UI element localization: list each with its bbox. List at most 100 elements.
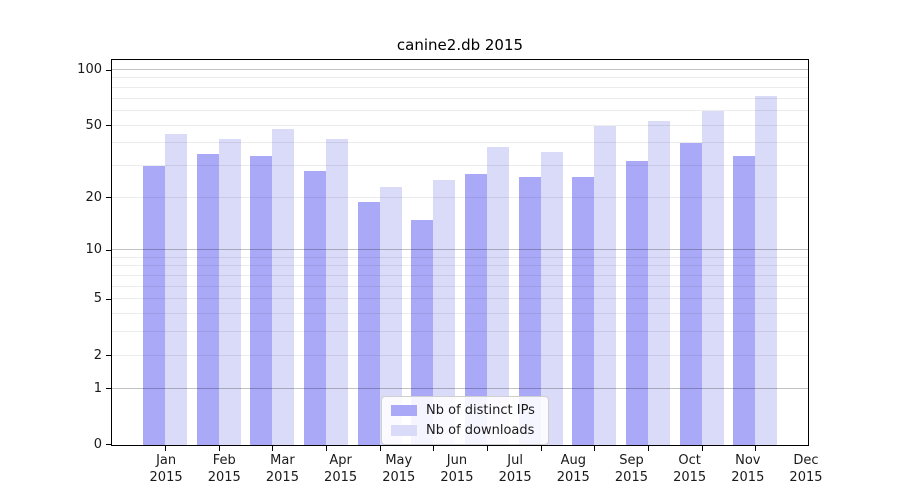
bar-distinct-ips-feb bbox=[196, 153, 219, 445]
y-tick-label: 5 bbox=[93, 291, 102, 307]
legend-item-downloads: Nb of downloads bbox=[391, 423, 539, 438]
year-label: 2015 bbox=[382, 470, 416, 485]
bar-downloads-apr bbox=[325, 139, 348, 445]
bar-distinct-ips-apr bbox=[303, 171, 326, 445]
bar-downloads-aug bbox=[540, 151, 563, 445]
month-label: Jun bbox=[446, 453, 468, 468]
x-axis-labels: Jan 2015 Feb 2015 Mar 2015 Apr 2015 May 2015 Jun 20… bbox=[111, 452, 861, 486]
x-tick-mark bbox=[272, 446, 274, 451]
x-tick-mark bbox=[755, 446, 757, 451]
legend-label: Nb of distinct IPs bbox=[426, 403, 535, 418]
bar-downloads-jan bbox=[164, 133, 187, 445]
y-tick-mark bbox=[106, 298, 111, 300]
bar-downloads-dec bbox=[755, 96, 778, 445]
y-tick-label: 10 bbox=[85, 242, 102, 258]
minor-gridline bbox=[112, 275, 808, 277]
month-group-dec bbox=[728, 60, 782, 451]
month-label: Oct bbox=[678, 453, 701, 468]
bar-distinct-ips-sep bbox=[572, 177, 595, 445]
y-tick-label: 1 bbox=[93, 380, 102, 396]
year-label: 2015 bbox=[673, 470, 707, 485]
y-tick-label: 50 bbox=[85, 117, 102, 133]
minor-gridline bbox=[112, 313, 808, 315]
bar-downloads-nov bbox=[701, 110, 724, 445]
bars-layer bbox=[112, 60, 808, 451]
minor-gridline bbox=[112, 256, 808, 258]
x-tick-label-dec: Dec 2015 bbox=[777, 452, 835, 486]
minor-gridline bbox=[112, 124, 808, 126]
bar-downloads-may bbox=[379, 186, 402, 445]
minor-gridline bbox=[112, 109, 808, 111]
y-tick-label: 20 bbox=[85, 189, 102, 205]
month-label: Nov bbox=[735, 453, 761, 468]
month-label: Apr bbox=[329, 453, 352, 468]
major-gridline bbox=[112, 387, 808, 389]
bar-distinct-ips-aug bbox=[518, 177, 541, 445]
x-tick-label-nov: Nov 2015 bbox=[719, 452, 777, 486]
month-label: Jul bbox=[507, 453, 523, 468]
month-label: Mar bbox=[270, 453, 295, 468]
x-tick-mark bbox=[325, 446, 327, 451]
bar-distinct-ips-dec bbox=[733, 156, 756, 445]
month-group-jan bbox=[138, 60, 192, 451]
bar-downloads-jun bbox=[433, 180, 456, 445]
y-tick-label: 0 bbox=[93, 437, 102, 452]
month-group-mar bbox=[245, 60, 299, 451]
month-group-oct bbox=[621, 60, 675, 451]
month-label: Jan bbox=[156, 453, 177, 468]
minor-gridline bbox=[112, 265, 808, 267]
year-label: 2015 bbox=[324, 470, 358, 485]
y-tick-mark bbox=[106, 444, 111, 445]
bar-downloads-sep bbox=[594, 125, 617, 445]
x-tick-mark bbox=[701, 446, 703, 451]
x-tick-mark bbox=[433, 446, 435, 451]
x-tick-label-feb: Feb 2015 bbox=[195, 452, 253, 486]
month-label: Dec bbox=[793, 453, 819, 468]
bar-downloads-mar bbox=[272, 128, 295, 445]
month-label: May bbox=[385, 453, 413, 468]
bar-distinct-ips-nov bbox=[679, 143, 702, 445]
year-label: 2015 bbox=[207, 470, 241, 485]
month-group-aug bbox=[514, 60, 568, 451]
legend-swatch-distinct-ips bbox=[391, 405, 417, 416]
month-group-jul bbox=[460, 60, 514, 451]
bar-distinct-ips-oct bbox=[625, 160, 648, 445]
minor-gridline bbox=[112, 331, 808, 333]
legend-item-distinct-ips: Nb of distinct IPs bbox=[391, 403, 539, 418]
minor-gridline bbox=[112, 285, 808, 287]
month-group-apr bbox=[299, 60, 353, 451]
bar-distinct-ips-jun bbox=[411, 219, 434, 445]
minor-gridline bbox=[112, 298, 808, 300]
year-label: 2015 bbox=[498, 470, 532, 485]
x-tick-label-oct: Oct 2015 bbox=[661, 452, 719, 486]
chart-title: canine2.db 2015 bbox=[396, 36, 524, 54]
month-label: Aug bbox=[560, 453, 586, 468]
x-tick-mark bbox=[594, 446, 596, 451]
x-tick-label-may: May 2015 bbox=[370, 452, 428, 486]
legend-swatch-downloads bbox=[391, 425, 417, 436]
year-label: 2015 bbox=[556, 470, 590, 485]
x-tick-label-jun: Jun 2015 bbox=[428, 452, 486, 486]
x-tick-mark bbox=[218, 446, 220, 451]
y-tick-mark bbox=[106, 125, 111, 127]
minor-gridline bbox=[112, 86, 808, 88]
y-tick-mark bbox=[106, 197, 111, 199]
bar-distinct-ips-may bbox=[357, 201, 380, 445]
major-gridline bbox=[112, 249, 808, 251]
x-tick-label-aug: Aug 2015 bbox=[544, 452, 602, 486]
minor-gridline bbox=[112, 354, 808, 356]
month-label: Feb bbox=[212, 453, 236, 468]
bar-distinct-ips-jul bbox=[464, 174, 487, 445]
x-tick-mark bbox=[647, 446, 649, 451]
month-group-jun bbox=[406, 60, 460, 451]
x-tick-label-sep: Sep 2015 bbox=[602, 452, 660, 486]
year-label: 2015 bbox=[789, 470, 823, 485]
month-label: Sep bbox=[619, 453, 644, 468]
gridlines-layer bbox=[112, 60, 808, 445]
x-tick-label-jan: Jan 2015 bbox=[137, 452, 195, 486]
x-tick-mark bbox=[540, 446, 542, 451]
month-group-feb bbox=[192, 60, 246, 451]
x-tick-label-apr: Apr 2015 bbox=[312, 452, 370, 486]
minor-gridline bbox=[112, 142, 808, 144]
